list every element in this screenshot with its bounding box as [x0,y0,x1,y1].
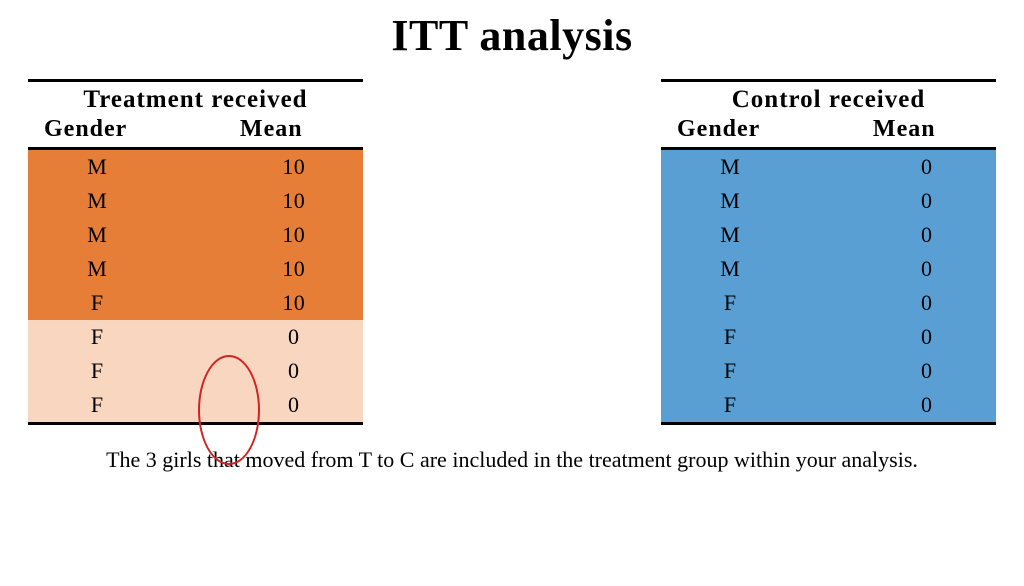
cell-gender: M [44,154,241,180]
cell-mean: 0 [874,256,981,282]
control-table-title: Control received [661,82,996,116]
cell-mean: 0 [874,222,981,248]
header-gender: Gender [677,116,829,143]
header-mean: Mean [829,116,981,143]
table-row: F0 [28,354,363,388]
header-gender: Gender [44,116,196,143]
table-row: M10 [28,252,363,286]
cell-gender: F [44,392,241,418]
cell-gender: M [677,222,874,248]
table-row: M10 [28,218,363,252]
cell-gender: F [677,358,874,384]
tables-container: Treatment received Gender Mean M10M10M10… [28,79,996,425]
cell-mean: 0 [241,324,348,350]
cell-mean: 0 [241,358,348,384]
table-row: F0 [661,320,996,354]
cell-gender: M [677,154,874,180]
treatment-body: M10M10M10M10F10F0F0F0 [28,150,363,422]
cell-gender: M [677,188,874,214]
cell-mean: 0 [874,290,981,316]
cell-mean: 10 [241,222,348,248]
table-row: F0 [28,388,363,422]
cell-gender: F [44,324,241,350]
table-row: M0 [661,252,996,286]
treatment-headers: Gender Mean [28,116,363,147]
cell-mean: 10 [241,290,348,316]
header-mean: Mean [196,116,348,143]
table-row: F0 [661,388,996,422]
table-row: M0 [661,150,996,184]
cell-gender: M [44,256,241,282]
control-headers: Gender Mean [661,116,996,147]
table-row: M10 [28,150,363,184]
table-row: F0 [28,320,363,354]
cell-mean: 0 [874,324,981,350]
cell-gender: F [677,290,874,316]
cell-mean: 10 [241,188,348,214]
cell-mean: 0 [874,188,981,214]
table-row: M0 [661,218,996,252]
table-row: M0 [661,184,996,218]
table-row: F10 [28,286,363,320]
cell-gender: M [44,222,241,248]
table-row: M10 [28,184,363,218]
cell-gender: F [677,392,874,418]
table-row: F0 [661,286,996,320]
control-body: M0M0M0M0F0F0F0F0 [661,150,996,422]
cell-mean: 10 [241,154,348,180]
cell-gender: M [677,256,874,282]
cell-mean: 0 [241,392,348,418]
cell-gender: M [44,188,241,214]
hrule-bot [661,422,996,425]
control-table: Control received Gender Mean M0M0M0M0F0F… [661,79,996,425]
cell-mean: 0 [874,392,981,418]
cell-mean: 0 [874,154,981,180]
page-title: ITT analysis [0,10,1024,61]
table-row: F0 [661,354,996,388]
cell-gender: F [44,358,241,384]
cell-mean: 10 [241,256,348,282]
cell-mean: 0 [874,358,981,384]
hrule-bot [28,422,363,425]
treatment-table: Treatment received Gender Mean M10M10M10… [28,79,363,425]
treatment-table-title: Treatment received [28,82,363,116]
footer-note: The 3 girls that moved from T to C are i… [72,447,952,472]
cell-gender: F [677,324,874,350]
cell-gender: F [44,290,241,316]
